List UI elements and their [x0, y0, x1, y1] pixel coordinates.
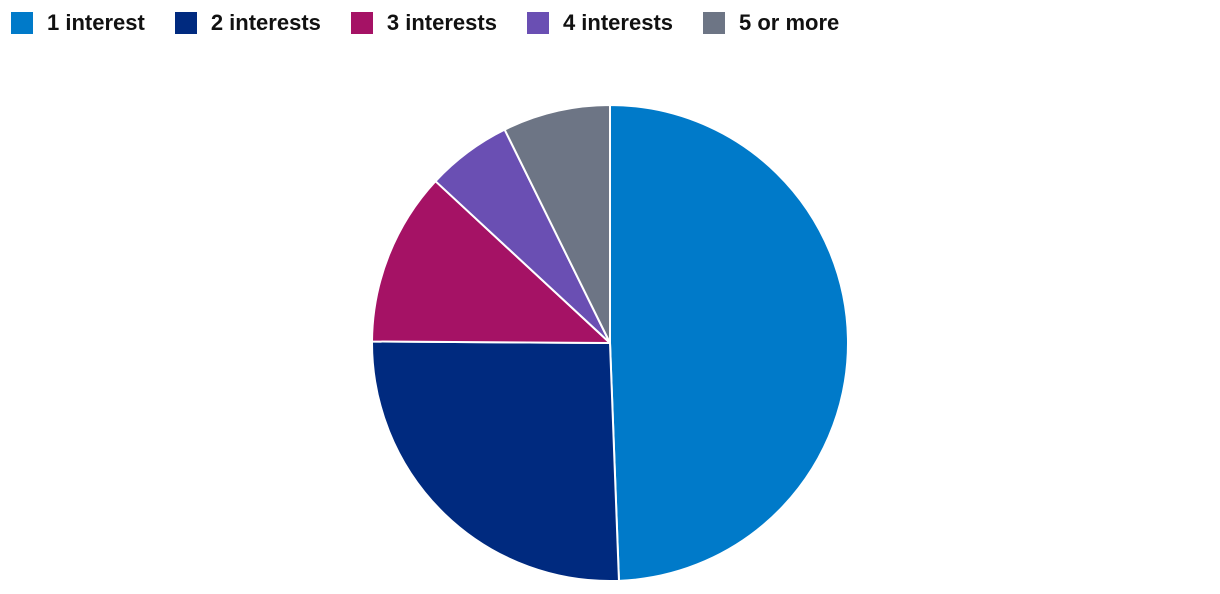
legend-label: 2 interests	[210, 10, 321, 35]
legend-item: 4 interests	[526, 10, 674, 36]
legend-item: 3 interests	[350, 10, 497, 36]
legend-item: 5 or more	[703, 10, 839, 36]
legend-label: 1 interest	[47, 10, 145, 35]
legend-label: 3 interests	[386, 10, 497, 35]
legend-swatch	[526, 12, 549, 34]
legend-swatch	[174, 12, 197, 34]
legend: 1 interest 2 interests 3 interests 4 intere…	[11, 10, 839, 36]
pie-slice	[609, 104, 849, 582]
legend-swatch	[350, 12, 373, 34]
legend-label: 5 or more	[739, 10, 840, 35]
legend-label: 4 interests	[562, 10, 674, 35]
legend-item: 2 interests	[174, 10, 321, 36]
pie-slice	[371, 340, 620, 582]
legend-swatch	[703, 12, 726, 34]
pie-slice	[503, 104, 611, 344]
legend-swatch	[11, 12, 33, 34]
legend-item: 1 interest	[11, 10, 145, 36]
pie-slice	[371, 180, 611, 344]
